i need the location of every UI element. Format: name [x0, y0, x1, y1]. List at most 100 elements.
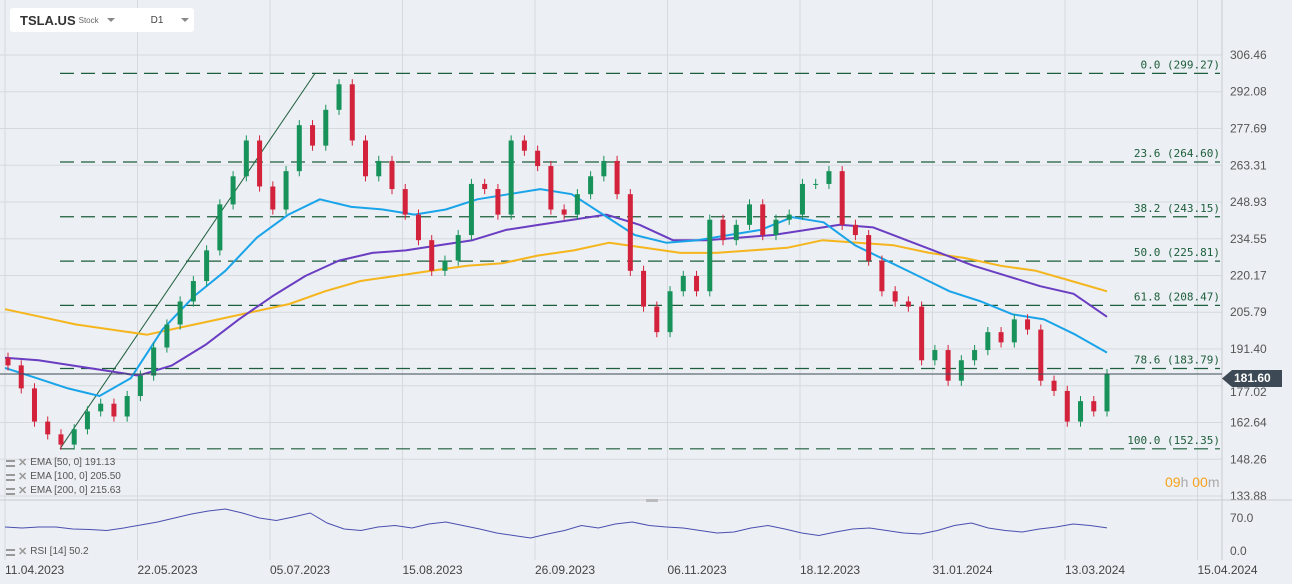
candle — [588, 176, 594, 195]
candle — [243, 140, 249, 177]
candle — [204, 250, 210, 282]
menu-icon[interactable] — [6, 487, 15, 495]
candle — [257, 140, 263, 187]
candle — [137, 375, 143, 397]
symbol-toolbar: TSLA.US Stock D1 — [10, 8, 194, 32]
instrument-type: Stock — [78, 15, 99, 25]
candle — [389, 160, 395, 190]
symbol-dropdown-icon[interactable] — [106, 18, 115, 22]
candle — [310, 125, 316, 146]
x-tick-label: 31.01.2024 — [933, 563, 993, 577]
candle — [217, 204, 223, 251]
candle — [905, 301, 911, 307]
legend-ema50: ✕ EMA [50, 0] 191.13 — [6, 457, 115, 469]
x-tick-label: 26.09.2023 — [535, 563, 595, 577]
x-tick-label: 15.08.2023 — [403, 563, 463, 577]
x-tick-label: 18.12.2023 — [800, 563, 860, 577]
candle — [601, 160, 607, 177]
candle — [190, 281, 196, 302]
candle — [945, 350, 951, 381]
candle — [230, 176, 236, 205]
ema50-line — [4, 188, 1108, 397]
y-tick-label: 248.93 — [1230, 195, 1267, 209]
timeframe-select[interactable]: D1 — [150, 14, 164, 26]
y-tick-label: 133.88 — [1230, 489, 1267, 503]
menu-icon[interactable] — [6, 473, 15, 481]
candle — [654, 306, 660, 333]
y-tick-label: 191.40 — [1230, 342, 1267, 356]
candle — [455, 235, 461, 261]
pane-resize-handle[interactable] — [646, 499, 658, 502]
candle — [336, 84, 342, 110]
y-tick-label: 277.69 — [1230, 122, 1267, 136]
close-icon[interactable]: ✕ — [18, 485, 28, 497]
candle — [151, 347, 157, 376]
fib-level-label: 50.0 (225.81) — [1134, 246, 1220, 259]
candle — [177, 301, 183, 325]
candle — [720, 219, 726, 241]
menu-icon[interactable] — [6, 459, 15, 467]
timeframe-dropdown-icon[interactable] — [181, 18, 190, 22]
candle — [1025, 319, 1031, 330]
candle — [667, 291, 673, 333]
candle — [879, 260, 885, 292]
y-tick-label: 234.55 — [1230, 232, 1267, 246]
x-tick-label: 15.04.2024 — [1198, 563, 1258, 577]
y-tick-label: 177.02 — [1230, 385, 1267, 399]
candle — [468, 183, 474, 236]
candle — [561, 209, 567, 215]
candle — [402, 189, 408, 215]
candle — [680, 275, 686, 292]
current-price-label: 181.60 — [1222, 370, 1282, 387]
candle — [892, 291, 898, 302]
candle — [349, 84, 355, 141]
fib-level-label: 38.2 (243.15) — [1134, 202, 1220, 215]
candle — [958, 360, 964, 381]
candle — [442, 260, 448, 271]
candle — [323, 109, 329, 146]
y-tick-label: 263.31 — [1230, 158, 1267, 172]
x-tick-label: 11.04.2023 — [5, 563, 64, 577]
candle — [826, 171, 832, 184]
candle — [799, 183, 805, 215]
legend-label: EMA [50, 0] 191.13 — [30, 457, 116, 468]
candle — [574, 194, 580, 215]
rsi-line — [4, 508, 1108, 539]
legend-label: EMA [100, 0] 205.50 — [30, 471, 121, 482]
candle — [5, 357, 11, 366]
menu-icon[interactable] — [6, 548, 15, 556]
ema100-line — [4, 213, 1108, 377]
close-icon[interactable]: ✕ — [18, 546, 28, 558]
candle — [1091, 401, 1097, 412]
candle — [839, 171, 845, 225]
candles — [5, 79, 1110, 450]
close-icon[interactable]: ✕ — [18, 457, 28, 469]
candle — [521, 140, 527, 151]
candle — [1038, 329, 1044, 381]
candle — [31, 388, 37, 422]
symbol-name[interactable]: TSLA.US — [20, 12, 76, 28]
legend-ema100: ✕ EMA [100, 0] 205.50 — [6, 471, 121, 483]
fib-level-label: 100.0 (152.35) — [1127, 434, 1220, 447]
candle — [998, 332, 1004, 343]
fib-level-label: 61.8 (208.47) — [1134, 290, 1220, 303]
candle — [482, 183, 488, 190]
x-tick-label: 13.03.2024 — [1065, 563, 1125, 577]
legend-ema200: ✕ EMA [200, 0] 215.63 — [6, 485, 121, 497]
timer-h: h — [1180, 474, 1189, 490]
candle — [376, 160, 382, 177]
y-tick-label: 220.17 — [1230, 269, 1267, 283]
candle — [58, 434, 64, 445]
y-tick-label: 148.26 — [1230, 452, 1267, 466]
candle — [760, 204, 766, 236]
close-icon[interactable]: ✕ — [18, 471, 28, 483]
candle — [535, 150, 541, 167]
candle — [746, 204, 752, 225]
candle — [641, 270, 647, 307]
candle — [1078, 401, 1084, 422]
y-tick-label: 205.79 — [1230, 305, 1267, 319]
fib-trend-line — [59, 73, 316, 450]
candle — [429, 240, 435, 271]
